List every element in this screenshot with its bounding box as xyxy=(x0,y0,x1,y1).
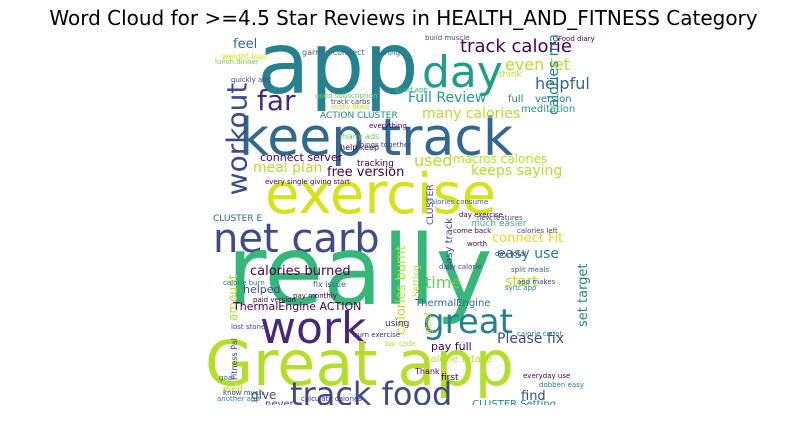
word-pay-full: pay full xyxy=(431,340,472,353)
word-weight-loss: weight loss xyxy=(222,52,267,61)
word-workout: workout xyxy=(220,82,254,196)
word-meal-plan: meal plan xyxy=(253,160,323,176)
word-free-version: free version xyxy=(327,165,405,180)
word-track-carbs: track carbs xyxy=(331,98,371,106)
word-cluster-e: CLUSTER E xyxy=(213,214,263,224)
word-cluster-setting: CLUSTER Setting xyxy=(472,399,557,406)
word-many-calories: many calories xyxy=(422,106,521,122)
word-much-easier: much easier xyxy=(471,219,527,229)
word-really: really xyxy=(227,215,493,327)
word-feel: feel xyxy=(233,37,258,52)
word-net-carb: net carb xyxy=(213,216,380,262)
word-track-calorie: track calorie xyxy=(460,36,572,57)
word-even-let: even let xyxy=(505,55,570,74)
word-really-liked: really liked xyxy=(331,103,370,111)
word-burn-exercise: burn exercise xyxy=(353,331,401,339)
word-paid-version: paid version xyxy=(253,296,296,304)
word-running: running xyxy=(373,49,401,57)
word-thank: Thank xyxy=(415,367,440,376)
word-food-diary: Food diary xyxy=(558,35,595,43)
word-everything: everything xyxy=(369,122,407,130)
word-calorie-burn: calorie burn xyxy=(223,279,265,287)
word-app: app xyxy=(257,35,419,114)
word-app-makes: app makes xyxy=(517,278,556,286)
word-helpful: helpful xyxy=(535,74,590,93)
word-keeps-saying: keeps saying xyxy=(471,163,563,179)
word-goal: goal xyxy=(219,374,234,382)
word-track-food: track food xyxy=(290,375,453,405)
word-never: never xyxy=(265,399,294,406)
word-helped: helped xyxy=(243,283,281,296)
word-good-subscription: good subscription xyxy=(315,92,378,100)
word-help-keep: help keep xyxy=(340,143,380,152)
word-dobben-easy: dobben easy xyxy=(539,381,584,389)
word-thermalengine: ThermalEngine xyxy=(415,298,491,309)
word-full-review: Full Review xyxy=(408,90,487,106)
word-calorie-count: calorie count xyxy=(517,330,563,338)
word-calories-burned: calories burned xyxy=(250,264,351,279)
word-action-cluster: ACTION CLUSTER xyxy=(320,111,398,121)
word-new-features: new features xyxy=(477,214,523,222)
word-time: time xyxy=(425,273,462,292)
word-garmin-connect: garmin connect xyxy=(302,48,365,57)
word-build-muscle: build muscle xyxy=(425,35,470,42)
word-full: full xyxy=(508,94,524,105)
word-good-app: good app xyxy=(395,86,428,94)
word-every-single-giving-start: every single giving start xyxy=(265,178,350,186)
word-set-target: set target xyxy=(576,263,591,327)
word-day-exercise: day exercise xyxy=(459,211,503,219)
word-find: find xyxy=(521,389,546,404)
word-lost-stone: lost stone xyxy=(231,323,266,331)
word-day: day xyxy=(422,47,503,98)
word-cloud: app day keep track exercise net carb rea… xyxy=(205,35,608,405)
word-far: far xyxy=(257,84,296,117)
word-first: first xyxy=(441,373,459,383)
word-work: work xyxy=(260,303,367,354)
word-quickly-add: quickly add xyxy=(231,76,272,84)
word-worth: worth xyxy=(467,240,488,248)
word-everyday-use: everyday use xyxy=(523,372,571,380)
word-day-total: day total xyxy=(495,250,527,258)
word-connect-server: connect server xyxy=(260,151,343,164)
word-good: good xyxy=(424,312,434,335)
word-give: give xyxy=(251,388,277,402)
word-used: used xyxy=(414,151,453,170)
word-things-together: things together xyxy=(357,141,412,149)
word-daily-calorie: daily calorie xyxy=(439,263,482,271)
word-thermalengine-action: ThermalEngine ACTION xyxy=(233,300,362,313)
word-tracking: tracking xyxy=(357,159,394,169)
word-exercise: exercise xyxy=(265,162,497,227)
word-macros-calories: macros calories xyxy=(453,152,548,166)
word-start: start xyxy=(505,274,538,290)
word-fix-issue: fix issue xyxy=(313,280,346,289)
word-connect-fit: connect Fit xyxy=(492,231,564,246)
word-think: think xyxy=(499,70,522,80)
word-many-ads: many ads xyxy=(340,132,380,141)
word-calories-left: calories left xyxy=(517,227,558,235)
word-another-app: another app xyxy=(217,395,260,403)
word-keep-track: keep track xyxy=(239,108,514,168)
word-great-app: Great app xyxy=(205,327,515,400)
word-well: well xyxy=(223,384,243,395)
word-bar-code: bar code xyxy=(385,340,416,348)
word-split-meals: split meals xyxy=(511,266,549,274)
word-please-fix: Please fix xyxy=(497,331,564,347)
word-meditation: meditation xyxy=(521,104,576,115)
word-pay-monthly: pay monthly xyxy=(293,292,337,300)
word-come-back: come back xyxy=(453,227,492,235)
word-lunch-dinner: lunch dinner xyxy=(215,58,259,66)
word-know-much: know much xyxy=(223,389,264,397)
word-easy-use: easy use xyxy=(497,246,560,262)
word-calculate-calories: calculate calories xyxy=(301,395,363,403)
word-sync-app: sync app xyxy=(505,284,537,292)
word-version: version xyxy=(535,94,572,105)
word-calorie-intake: calorie intake xyxy=(425,354,493,365)
chart-title: Word Cloud for >=4.5 Star Reviews in HEA… xyxy=(49,6,758,30)
word-calories-consume: calories consume xyxy=(427,198,489,206)
word-great: great xyxy=(423,302,513,342)
word-setting: Setting xyxy=(412,264,422,297)
word-using: using xyxy=(385,319,410,329)
